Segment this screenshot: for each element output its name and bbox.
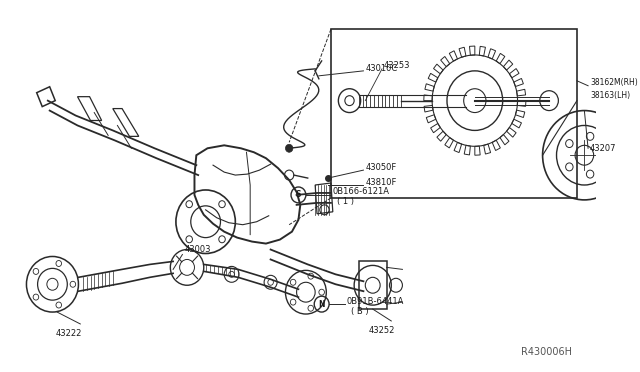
Text: 43010C: 43010C — [365, 64, 397, 73]
Circle shape — [285, 144, 293, 152]
Text: ( B ): ( B ) — [351, 307, 369, 315]
Text: 38163(LH): 38163(LH) — [590, 91, 630, 100]
Text: 43252: 43252 — [369, 326, 395, 336]
Text: 43050F: 43050F — [365, 163, 397, 171]
Text: 43810F: 43810F — [365, 177, 397, 186]
Text: ( 1 ): ( 1 ) — [337, 198, 355, 206]
Text: 43222: 43222 — [56, 329, 83, 339]
Text: 38162M(RH): 38162M(RH) — [590, 78, 637, 87]
Text: 43207: 43207 — [590, 144, 616, 153]
Text: R430006H: R430006H — [522, 347, 572, 357]
Text: N: N — [319, 299, 325, 309]
Text: 43003: 43003 — [184, 245, 211, 254]
Text: 0B166-6121A: 0B166-6121A — [333, 187, 390, 196]
Text: S: S — [296, 190, 301, 199]
Text: 43253: 43253 — [384, 61, 410, 70]
Text: 0B91B-6441A: 0B91B-6441A — [347, 296, 404, 306]
